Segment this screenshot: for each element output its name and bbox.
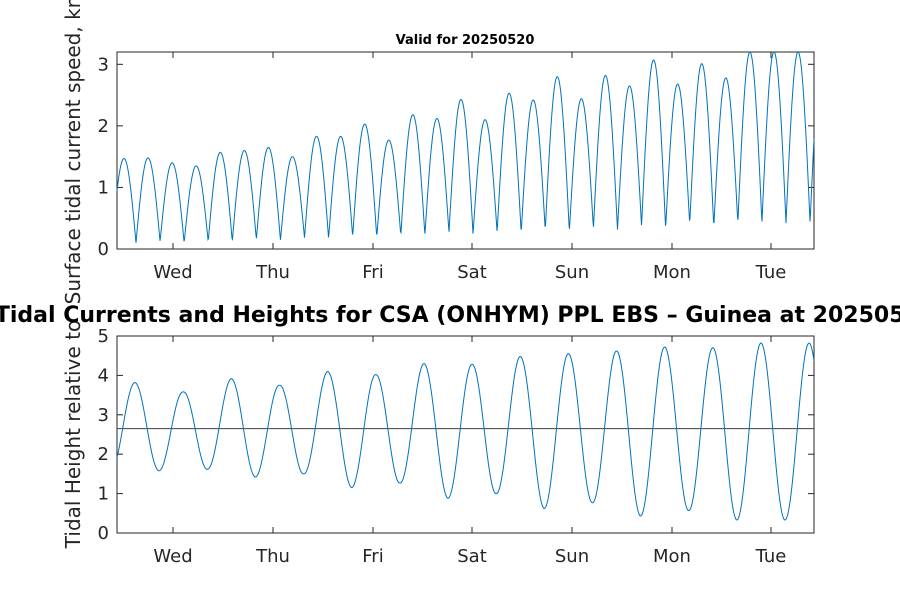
tidal-height-ticks: 0 1 2 3 4 5 Wed Thu Fri Sat Sun Mon Tue bbox=[98, 326, 814, 567]
x-tick-label: Fri bbox=[362, 262, 383, 283]
x-tick-label: Thu bbox=[255, 546, 290, 567]
y-tick-label: 2 bbox=[98, 116, 109, 137]
x-tick-label: Wed bbox=[153, 546, 192, 567]
current-speed-series-line bbox=[116, 51, 815, 243]
x-tick-label: Thu bbox=[255, 262, 290, 283]
tidal-height-panel: 0 1 2 3 4 5 Wed Thu Fri Sat Sun Mon Tue Tidal Height… bbox=[61, 320, 815, 567]
y-tick-label: 2 bbox=[98, 444, 109, 465]
y-tick-label: 4 bbox=[98, 365, 109, 386]
figure-main-title: Tidal Currents and Heights for CSA (ONHY… bbox=[0, 303, 900, 328]
x-tick-label: Wed bbox=[153, 262, 192, 283]
tidal-height-series-line bbox=[116, 342, 815, 521]
y-tick-label: 3 bbox=[98, 54, 109, 75]
x-tick-label: Tue bbox=[755, 262, 787, 283]
current-speed-ticks: 0 1 2 3 Wed Thu Fri Sat Sun Mon Tue bbox=[98, 52, 814, 283]
x-tick-label: Mon bbox=[653, 262, 691, 283]
current-speed-title: Valid for 20250520 bbox=[396, 33, 535, 48]
x-tick-label: Sun bbox=[555, 262, 589, 283]
y-tick-label: 3 bbox=[98, 405, 109, 426]
current-speed-axes-box bbox=[116, 51, 815, 250]
x-tick-label: Sun bbox=[555, 546, 589, 567]
x-tick-label: Tue bbox=[755, 546, 787, 567]
x-tick-label: Sat bbox=[457, 546, 487, 567]
x-tick-label: Mon bbox=[653, 546, 691, 567]
current-speed-panel: Valid for 20250520 Surface tidal current… bbox=[61, 0, 815, 304]
tidal-height-ylabel: Tidal Height relative to bbox=[61, 320, 85, 549]
x-tick-label: Sat bbox=[457, 262, 487, 283]
tidal-height-axes-box bbox=[116, 335, 815, 534]
y-tick-label: 1 bbox=[98, 177, 109, 198]
y-tick-label: 0 bbox=[98, 239, 109, 260]
y-tick-label: 5 bbox=[98, 326, 109, 347]
y-tick-label: 0 bbox=[98, 523, 109, 544]
x-tick-label: Fri bbox=[362, 546, 383, 567]
current-speed-ylabel: Surface tidal current speed, kn bbox=[61, 0, 85, 304]
y-tick-label: 1 bbox=[98, 484, 109, 505]
